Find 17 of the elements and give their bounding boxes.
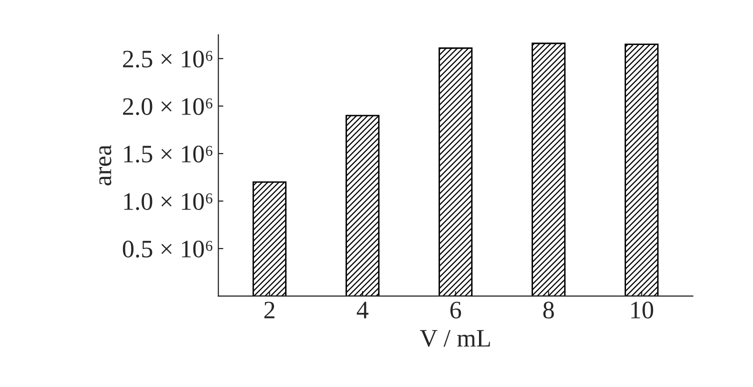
y-axis-title: area bbox=[99, 144, 112, 186]
x-tick-label: 2 bbox=[264, 302, 274, 318]
x-axis-title: V / mL bbox=[420, 330, 490, 347]
x-tick-label: 6 bbox=[450, 302, 462, 319]
y-tick-label: 1.5 × 10⁶ bbox=[124, 146, 212, 163]
y-tick-label: 2.5 × 10⁶ bbox=[123, 50, 212, 68]
bar bbox=[438, 47, 473, 296]
x-tick-label: 8 bbox=[543, 302, 554, 319]
bar bbox=[532, 42, 566, 296]
x-tick-label: 10 bbox=[631, 302, 654, 319]
y-tick-label: 0.5 × 10⁶ bbox=[122, 240, 212, 258]
y-tick-label: 2.0 × 10⁶ bbox=[123, 98, 212, 116]
y-tick-label: 1.0 × 10⁶ bbox=[124, 193, 212, 210]
bar bbox=[252, 181, 287, 296]
bar bbox=[624, 44, 659, 296]
x-tick-label: 4 bbox=[356, 302, 368, 318]
bar bbox=[346, 114, 380, 296]
